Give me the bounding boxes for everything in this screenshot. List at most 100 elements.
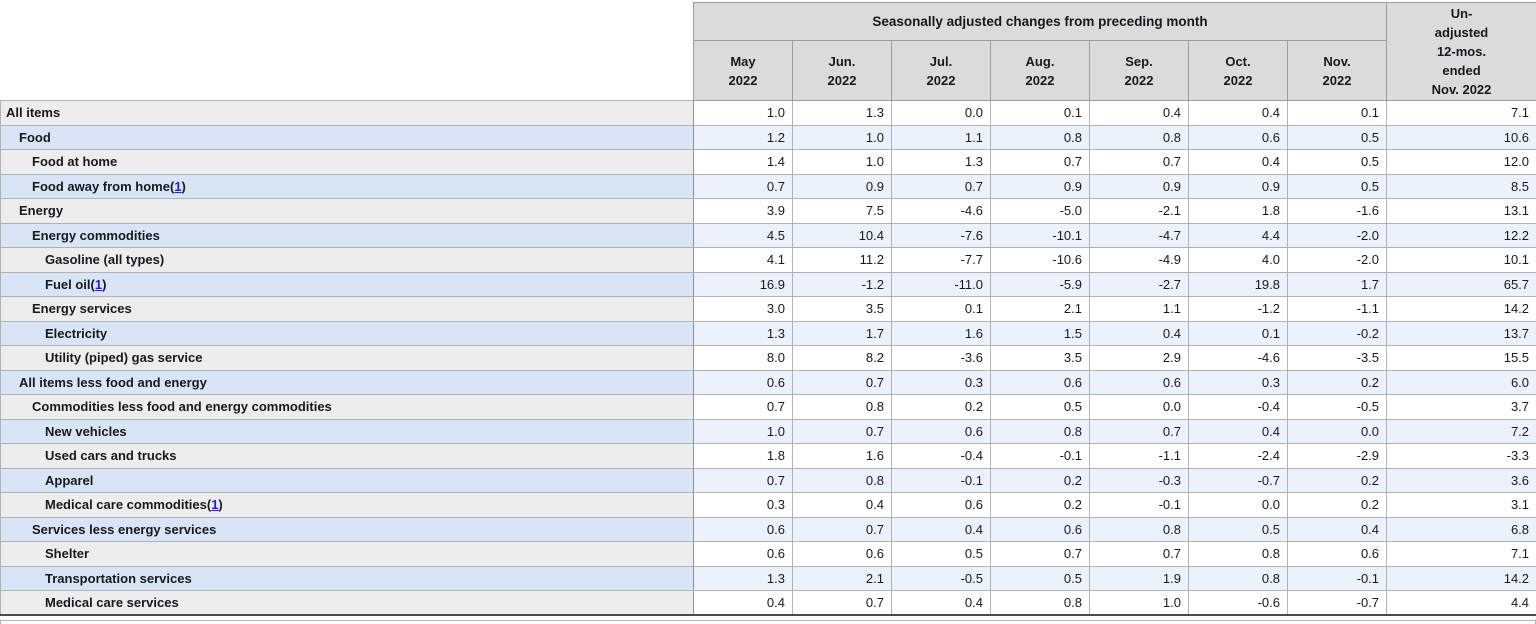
value-cell: -1.2	[1189, 297, 1288, 322]
value-cell: 8.2	[793, 346, 892, 371]
value-cell: 14.2	[1387, 297, 1536, 322]
value-cell: 0.4	[892, 591, 991, 616]
value-cell: 0.6	[694, 370, 793, 395]
footnote-link[interactable]: 1	[95, 277, 102, 292]
value-cell: -0.4	[892, 444, 991, 469]
month-header: Nov.2022	[1288, 41, 1387, 101]
month-header: Sep.2022	[1090, 41, 1189, 101]
value-cell: 0.7	[694, 395, 793, 420]
value-cell: 0.8	[793, 468, 892, 493]
value-cell: 0.0	[1189, 493, 1288, 518]
value-cell: 0.1	[1189, 321, 1288, 346]
value-cell: 1.0	[1090, 591, 1189, 616]
value-cell: 0.2	[1288, 468, 1387, 493]
value-cell: 0.2	[1288, 370, 1387, 395]
value-cell: -0.7	[1288, 591, 1387, 616]
value-cell: 0.1	[1288, 101, 1387, 126]
value-cell: 0.5	[1288, 150, 1387, 175]
value-cell: -7.7	[892, 248, 991, 273]
value-cell: 0.4	[892, 517, 991, 542]
value-cell: 0.6	[694, 542, 793, 567]
month-header: Jun.2022	[793, 41, 892, 101]
row-label: Medical care commodities(1)	[1, 493, 694, 518]
value-cell: -11.0	[892, 272, 991, 297]
value-cell: 0.3	[694, 493, 793, 518]
value-cell: -2.1	[1090, 199, 1189, 224]
value-cell: -0.1	[1288, 566, 1387, 591]
value-cell: 1.0	[694, 419, 793, 444]
value-cell: 1.0	[793, 150, 892, 175]
value-cell: 0.9	[793, 174, 892, 199]
value-cell: -0.2	[1288, 321, 1387, 346]
value-cell: 0.8	[1090, 125, 1189, 150]
value-cell: 1.7	[793, 321, 892, 346]
value-cell: -5.9	[991, 272, 1090, 297]
value-cell: 2.1	[991, 297, 1090, 322]
value-cell: 0.7	[1090, 150, 1189, 175]
row-label: All items	[1, 101, 694, 126]
value-cell: -1.1	[1090, 444, 1189, 469]
value-cell: -4.9	[1090, 248, 1189, 273]
value-cell: 0.4	[1090, 101, 1189, 126]
value-cell: 3.9	[694, 199, 793, 224]
value-cell: 15.5	[1387, 346, 1536, 371]
value-cell: 0.6	[892, 493, 991, 518]
value-cell: 14.2	[1387, 566, 1536, 591]
value-cell: 0.7	[793, 517, 892, 542]
value-cell: 4.4	[1189, 223, 1288, 248]
row-label: Shelter	[1, 542, 694, 567]
value-cell: 0.7	[694, 468, 793, 493]
value-cell: -4.7	[1090, 223, 1189, 248]
value-cell: 2.9	[1090, 346, 1189, 371]
value-cell: -10.6	[991, 248, 1090, 273]
value-cell: 0.6	[694, 517, 793, 542]
value-cell: 0.8	[1090, 517, 1189, 542]
footnote-link[interactable]: 1	[174, 179, 181, 194]
value-cell: 1.1	[892, 125, 991, 150]
value-cell: 0.4	[1189, 150, 1288, 175]
footnote-link[interactable]: 1	[211, 497, 218, 512]
value-cell: 0.7	[991, 542, 1090, 567]
row-label: Used cars and trucks	[1, 444, 694, 469]
value-cell: 1.8	[1189, 199, 1288, 224]
value-cell: 1.9	[1090, 566, 1189, 591]
value-cell: 0.4	[1090, 321, 1189, 346]
value-cell: 0.2	[991, 493, 1090, 518]
row-label: Energy	[1, 199, 694, 224]
value-cell: -2.0	[1288, 223, 1387, 248]
value-cell: 3.5	[793, 297, 892, 322]
value-cell: 0.4	[1189, 419, 1288, 444]
value-cell: 10.6	[1387, 125, 1536, 150]
value-cell: -2.9	[1288, 444, 1387, 469]
value-cell: 0.7	[991, 150, 1090, 175]
value-cell: 1.5	[991, 321, 1090, 346]
value-cell: 0.0	[1090, 395, 1189, 420]
value-cell: -0.1	[892, 468, 991, 493]
value-cell: -4.6	[1189, 346, 1288, 371]
value-cell: -3.3	[1387, 444, 1536, 469]
value-cell: -10.1	[991, 223, 1090, 248]
row-label: Transportation services	[1, 566, 694, 591]
value-cell: 3.5	[991, 346, 1090, 371]
row-label: Energy services	[1, 297, 694, 322]
value-cell: -0.1	[991, 444, 1090, 469]
value-cell: 0.7	[1090, 542, 1189, 567]
value-cell: -3.5	[1288, 346, 1387, 371]
table-row: Commodities less food and energy commodi…	[1, 395, 1536, 420]
value-cell: 0.3	[892, 370, 991, 395]
value-cell: 1.3	[694, 566, 793, 591]
row-label: All items less food and energy	[1, 370, 694, 395]
value-cell: 3.6	[1387, 468, 1536, 493]
value-cell: -0.5	[1288, 395, 1387, 420]
